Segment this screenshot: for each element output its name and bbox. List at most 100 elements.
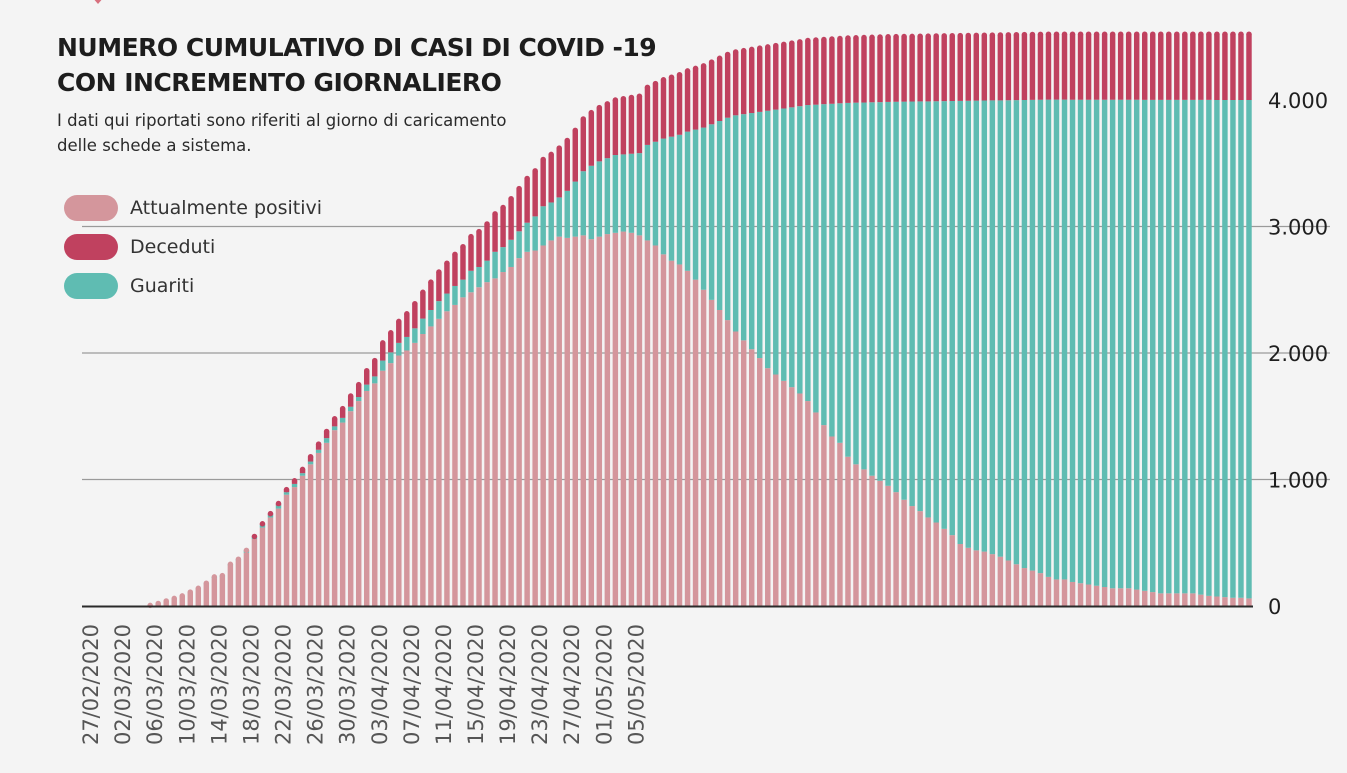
bar-positivi <box>500 272 506 606</box>
bar-positivi <box>1182 593 1188 606</box>
bar-deceduti <box>1158 34 1164 100</box>
bar-positivi <box>388 363 394 606</box>
bar-positivi <box>893 492 899 606</box>
bar-cap <box>997 32 1004 38</box>
bar-guariti <box>388 352 394 364</box>
bar-cap <box>708 59 715 65</box>
chart-title-line-2: CON INCREMENTO GIORNALIERO <box>57 68 502 97</box>
bar-deceduti <box>1222 34 1228 100</box>
bar-positivi <box>1069 581 1076 606</box>
legend-item-guariti: Guariti <box>64 266 322 305</box>
bar-guariti <box>315 449 322 453</box>
corner-mark <box>86 0 110 4</box>
bar-cap <box>532 168 538 174</box>
bar-cap <box>909 33 915 40</box>
x-tick-label: 27/02/2020 <box>79 624 103 745</box>
bar-cap <box>339 405 346 412</box>
bar-guariti <box>1029 99 1036 571</box>
bar-positivi <box>708 299 715 606</box>
bar-positivi <box>195 588 202 606</box>
bar-deceduti <box>668 77 675 137</box>
bar-positivi <box>789 387 795 606</box>
bar-deceduti <box>380 342 386 361</box>
bar-positivi <box>652 245 659 607</box>
bar-positivi <box>973 550 980 606</box>
bar-deceduti <box>508 198 514 240</box>
bar-deceduti <box>917 36 923 102</box>
bar-positivi <box>941 528 947 606</box>
x-tick-label: 19/04/2020 <box>496 624 520 745</box>
x-tick-label: 11/04/2020 <box>432 624 456 745</box>
bar-cap <box>781 41 787 48</box>
bar-positivi <box>1053 579 1060 606</box>
bar-guariti <box>460 279 466 298</box>
bar-deceduti <box>845 38 851 103</box>
bar-positivi <box>171 598 177 606</box>
bar-cap <box>1037 31 1044 38</box>
x-tick-label: 01/05/2020 <box>592 624 616 745</box>
bar-positivi <box>925 517 931 606</box>
bar-deceduti <box>765 46 771 111</box>
bar-cap <box>700 63 707 69</box>
bar-deceduti <box>732 51 739 116</box>
bar-guariti <box>1045 99 1052 577</box>
bar-cap <box>347 393 354 399</box>
bar-positivi <box>805 401 811 606</box>
bar-cap <box>275 500 282 507</box>
bar-cap <box>436 269 442 275</box>
bar-cap <box>989 32 996 38</box>
bar-cap <box>668 74 675 80</box>
bar-deceduti <box>949 35 955 102</box>
bar-deceduti <box>588 112 595 166</box>
bar-cap <box>773 42 779 49</box>
bar-cap <box>1029 31 1036 38</box>
bar-positivi <box>1206 595 1212 606</box>
bar-cap <box>620 96 627 102</box>
bar-cap <box>789 40 795 46</box>
bar-positivi <box>468 292 474 606</box>
y-tick-label: 0 <box>1268 595 1281 619</box>
legend-swatch-deceduti <box>64 233 118 260</box>
bar-positivi <box>372 383 378 606</box>
bar-deceduti <box>708 62 715 125</box>
bar-cap <box>259 521 266 527</box>
bar-positivi <box>917 511 923 607</box>
bar-positivi <box>396 355 402 606</box>
chart-subtitle: I dati qui riportati sono riferiti al gi… <box>57 108 577 158</box>
bar-cap <box>540 156 546 163</box>
bar-guariti <box>1246 100 1252 599</box>
bar-guariti <box>1013 100 1020 565</box>
bar-guariti <box>700 127 707 290</box>
bar-guariti <box>572 181 578 237</box>
bar-guariti <box>564 190 570 238</box>
bar-positivi <box>604 234 611 606</box>
bar-guariti <box>1021 100 1028 569</box>
bar-cap <box>1053 31 1060 37</box>
bar-deceduti <box>901 36 907 102</box>
bar-positivi <box>323 442 330 606</box>
bar-positivi <box>516 258 522 607</box>
x-tick-label: 10/03/2020 <box>175 624 199 745</box>
bar-positivi <box>757 358 763 606</box>
bar-cap <box>949 33 955 39</box>
bar-positivi <box>179 595 185 606</box>
bar-guariti <box>428 309 434 327</box>
bar-cap <box>548 151 554 158</box>
bar-positivi <box>740 340 747 606</box>
bar-guariti <box>692 129 699 280</box>
bar-positivi <box>452 304 458 606</box>
bar-deceduti <box>757 48 763 112</box>
bar-deceduti <box>1125 34 1132 100</box>
bar-positivi <box>307 464 314 606</box>
bar-deceduti <box>420 292 426 319</box>
bar-cap <box>492 211 498 217</box>
bar-cap <box>524 175 530 182</box>
bar-deceduti <box>1109 34 1116 100</box>
bar-guariti <box>797 106 803 394</box>
bar-positivi <box>692 279 699 606</box>
bar-positivi <box>572 236 578 606</box>
bar-guariti <box>644 144 651 241</box>
bar-positivi <box>219 576 226 606</box>
bar-guariti <box>1222 100 1228 598</box>
bar-positivi <box>1037 573 1044 606</box>
